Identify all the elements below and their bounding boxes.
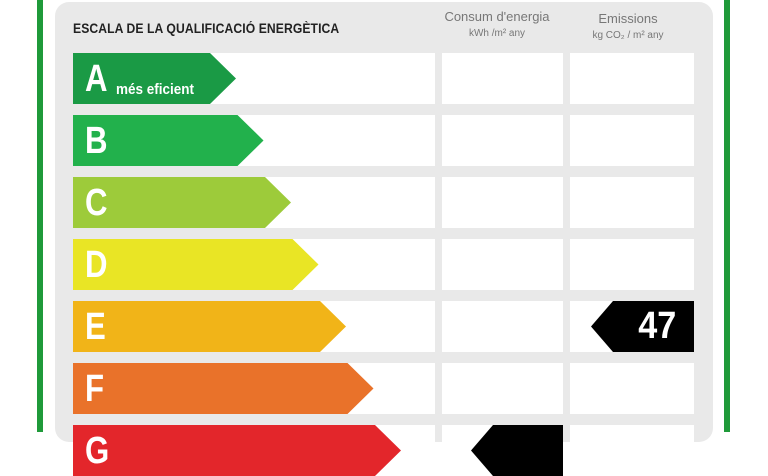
emissions-header: Emissions kg CO₂ / m² any — [568, 11, 688, 43]
rating-arrow-f: F — [73, 363, 374, 414]
rating-letter: G — [85, 430, 110, 472]
emissions-value: 47 — [637, 305, 676, 347]
emissions-column-unit: kg CO₂ / m² any — [592, 30, 664, 41]
rating-arrow-d: D — [73, 239, 319, 290]
energy-value-cell — [442, 301, 563, 352]
energy-consumption-header: Consum d'energia kWh /m² any — [440, 9, 554, 41]
rating-row-d: D — [0, 239, 768, 290]
energy-value-cell — [442, 239, 563, 290]
emissions-value-cell — [570, 239, 694, 290]
rating-letter: C — [85, 182, 108, 224]
rating-arrow-c: C — [73, 177, 291, 228]
rating-row-f: F — [0, 363, 768, 414]
rating-row-c: C — [0, 177, 768, 228]
rating-letter: A — [85, 58, 108, 100]
rating-arrow-e: E — [73, 301, 346, 352]
rating-arrow-b: B — [73, 115, 264, 166]
rating-letter: E — [85, 306, 106, 348]
rating-letter: D — [85, 244, 108, 286]
energy-column-title: Consum d'energia — [444, 9, 550, 24]
left-green-border — [37, 0, 43, 432]
rating-row-g: G — [0, 425, 768, 476]
emissions-column-title: Emissions — [598, 11, 658, 26]
scale-title: ESCALA DE LA QUALIFICACIÓ ENERGÈTICA — [73, 21, 340, 36]
rating-sublabel: més eficient — [116, 81, 195, 98]
energy-value-cell — [442, 115, 563, 166]
emissions-value-cell — [570, 177, 694, 228]
emissions-value-cell — [570, 363, 694, 414]
energy-value-cell — [442, 53, 563, 104]
emissions-value-cell — [570, 115, 694, 166]
emissions-value-cell — [570, 53, 694, 104]
rating-letter: B — [85, 120, 108, 162]
energy-column-unit: kWh /m² any — [468, 28, 526, 39]
rating-row-e: E 47 — [0, 301, 768, 352]
emissions-value-cell — [570, 425, 694, 476]
rating-letter: F — [85, 368, 105, 410]
energy-value-cell — [442, 363, 563, 414]
rating-arrow-g: G — [73, 425, 401, 476]
right-green-border — [724, 0, 730, 432]
emissions-value-tag: 47 — [591, 301, 694, 352]
energy-value-cell — [442, 177, 563, 228]
rating-row-b: B — [0, 115, 768, 166]
